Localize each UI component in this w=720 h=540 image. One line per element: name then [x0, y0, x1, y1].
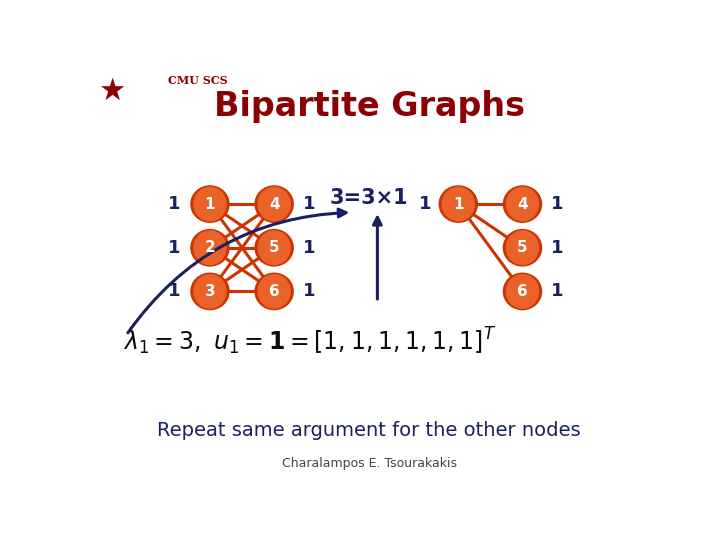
- Text: 1: 1: [168, 239, 180, 256]
- Ellipse shape: [503, 229, 542, 267]
- Text: 1: 1: [552, 282, 564, 300]
- Text: 1: 1: [552, 195, 564, 213]
- Ellipse shape: [503, 273, 542, 310]
- Ellipse shape: [190, 185, 230, 223]
- Ellipse shape: [190, 229, 230, 267]
- Text: 4: 4: [269, 197, 279, 212]
- Text: 1: 1: [418, 195, 431, 213]
- Ellipse shape: [438, 185, 478, 223]
- Ellipse shape: [193, 230, 227, 265]
- Text: 1: 1: [204, 197, 215, 212]
- Text: 1: 1: [303, 195, 315, 213]
- Text: 1: 1: [552, 239, 564, 256]
- Text: CMU SCS: CMU SCS: [168, 75, 228, 86]
- Text: Bipartite Graphs: Bipartite Graphs: [214, 90, 524, 123]
- Ellipse shape: [441, 187, 475, 221]
- Text: 1: 1: [303, 282, 315, 300]
- Text: Charalampos E. Tsourakakis: Charalampos E. Tsourakakis: [282, 457, 456, 470]
- Text: 1: 1: [168, 282, 180, 300]
- Text: Repeat same argument for the other nodes: Repeat same argument for the other nodes: [157, 421, 581, 440]
- Ellipse shape: [258, 274, 291, 309]
- Text: 1: 1: [453, 197, 464, 212]
- Text: 6: 6: [269, 284, 279, 299]
- Ellipse shape: [505, 274, 539, 309]
- Text: 4: 4: [517, 197, 528, 212]
- Ellipse shape: [505, 187, 539, 221]
- Ellipse shape: [254, 185, 294, 223]
- Text: 1: 1: [303, 239, 315, 256]
- Ellipse shape: [258, 230, 291, 265]
- Text: 1: 1: [168, 195, 180, 213]
- Ellipse shape: [254, 229, 294, 267]
- Text: 3: 3: [204, 284, 215, 299]
- Ellipse shape: [190, 273, 230, 310]
- Ellipse shape: [503, 185, 542, 223]
- Text: $\lambda_1 = 3,\ u_1 = \mathbf{1} = [1, 1, 1, 1, 1, 1]^T$: $\lambda_1 = 3,\ u_1 = \mathbf{1} = [1, …: [124, 326, 497, 357]
- Ellipse shape: [505, 230, 539, 265]
- Ellipse shape: [254, 273, 294, 310]
- Ellipse shape: [193, 187, 227, 221]
- Text: 5: 5: [517, 240, 528, 255]
- Text: 3=3×1: 3=3×1: [330, 188, 408, 208]
- Text: 6: 6: [517, 284, 528, 299]
- Text: 5: 5: [269, 240, 279, 255]
- Ellipse shape: [193, 274, 227, 309]
- Ellipse shape: [258, 187, 291, 221]
- Text: 2: 2: [204, 240, 215, 255]
- Text: ★: ★: [97, 77, 125, 105]
